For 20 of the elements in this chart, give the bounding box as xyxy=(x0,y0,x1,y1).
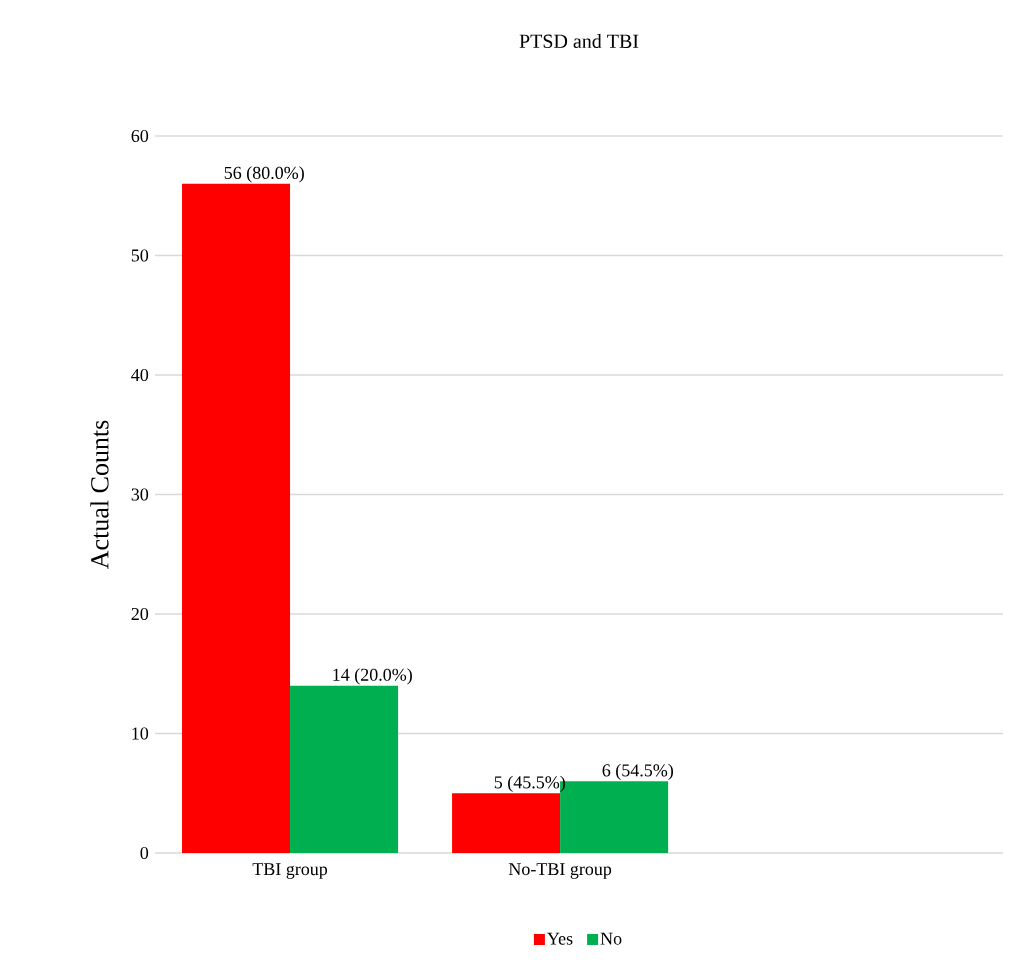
y-axis-title: Actual Counts xyxy=(90,420,109,569)
data-label: 5 (45.5%) xyxy=(494,775,565,793)
bar xyxy=(182,183,291,853)
y-tick-label: 10 xyxy=(132,727,149,740)
data-label: 6 (54.5%) xyxy=(602,763,674,781)
chart-title: PTSD and TBI xyxy=(519,33,639,49)
bar xyxy=(290,685,399,853)
y-tick-label: 0 xyxy=(140,846,149,860)
legend-label: No xyxy=(600,932,622,945)
y-tick-label: 60 xyxy=(131,129,149,143)
y-tick-label: 40 xyxy=(131,368,149,382)
y-tick-label: 30 xyxy=(131,488,149,501)
x-tick-label: No-TBI group xyxy=(508,863,612,879)
legend-label: Yes xyxy=(547,932,573,945)
data-label: 14 (20.0%) xyxy=(333,668,412,685)
y-tick-label: 50 xyxy=(131,249,149,262)
bar xyxy=(452,793,561,853)
data-label: 56 (80.0%) xyxy=(224,166,304,183)
y-tick-label: 20 xyxy=(131,607,149,621)
x-tick-label: TBI group xyxy=(252,863,328,879)
